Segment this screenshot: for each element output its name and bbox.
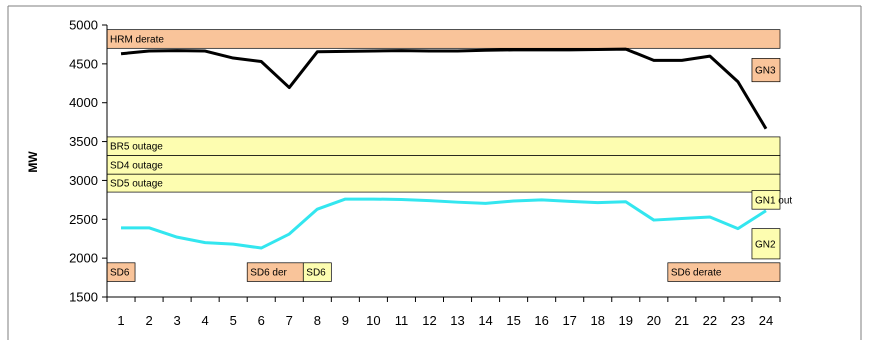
band-0: [106, 29, 781, 49]
y-tick-label-0: 1500: [69, 290, 98, 305]
y-tick-label-6: 4500: [69, 56, 98, 71]
x-tick-label-8: 9: [342, 313, 349, 328]
band-label-5: SD6 der: [250, 268, 287, 279]
band-label-2: SD4 outage: [110, 160, 163, 171]
x-tick-label-4: 5: [230, 313, 237, 328]
x-tick-label-9: 10: [366, 313, 380, 328]
x-tick-label-21: 22: [703, 313, 717, 328]
band-label-3: SD5 outage: [110, 179, 163, 190]
band-label-10: GN2: [755, 239, 776, 250]
x-tick-label-2: 3: [173, 313, 180, 328]
series-line-1: [121, 197, 767, 250]
x-tick-label-10: 11: [395, 313, 409, 328]
band-label-8: GN3: [755, 66, 776, 77]
y-tick-label-7: 5000: [69, 18, 98, 33]
x-tick-label-22: 23: [731, 313, 745, 328]
x-tick-label-17: 18: [590, 313, 604, 328]
series-line-0: [120, 47, 768, 130]
band-label-1: BR5 outage: [110, 142, 163, 153]
x-tick-label-18: 19: [619, 313, 633, 328]
y-tick-label-1: 2000: [69, 251, 98, 266]
band-3: [106, 173, 781, 193]
band-9: [751, 190, 781, 210]
y-tick-label-4: 3500: [69, 134, 98, 149]
x-tick-label-20: 21: [675, 313, 689, 328]
x-tick-label-1: 2: [145, 313, 152, 328]
x-tick-label-11: 12: [422, 313, 436, 328]
y-tick-label-2: 2500: [69, 212, 98, 227]
x-tick-label-16: 17: [562, 313, 576, 328]
x-tick-label-6: 7: [286, 313, 293, 328]
x-tick-label-23: 24: [759, 313, 773, 328]
x-tick-label-15: 16: [534, 313, 548, 328]
x-tick-label-3: 4: [202, 313, 209, 328]
x-tick-label-19: 20: [647, 313, 661, 328]
band-6: [302, 262, 332, 282]
annotation-bands: HRM derate BR5 outage SD4 outage SD5 outage…: [106, 29, 792, 282]
band-7: [667, 262, 781, 282]
x-tick-label-12: 13: [450, 313, 464, 328]
y-tick-label-3: 3000: [69, 173, 98, 188]
band-label-4: SD6: [110, 268, 130, 279]
band-2: [106, 155, 781, 175]
y-axis-label: MW: [26, 151, 40, 173]
band-label-9: GN1 out: [755, 195, 792, 206]
band-1: [106, 136, 781, 156]
x-tick-label-5: 6: [258, 313, 265, 328]
x-tick-label-0: 1: [117, 313, 124, 328]
band-label-6: SD6: [306, 268, 326, 279]
series-lines: [120, 47, 768, 250]
y-tick-label-5: 4000: [69, 95, 98, 110]
band-8: [751, 58, 781, 83]
band-label-0: HRM derate: [110, 34, 164, 45]
x-tick-label-7: 8: [314, 313, 321, 328]
x-tick-label-14: 15: [506, 313, 520, 328]
band-10: [751, 228, 781, 260]
band-label-7: SD6 derate: [671, 268, 722, 279]
x-tick-label-13: 14: [478, 313, 492, 328]
